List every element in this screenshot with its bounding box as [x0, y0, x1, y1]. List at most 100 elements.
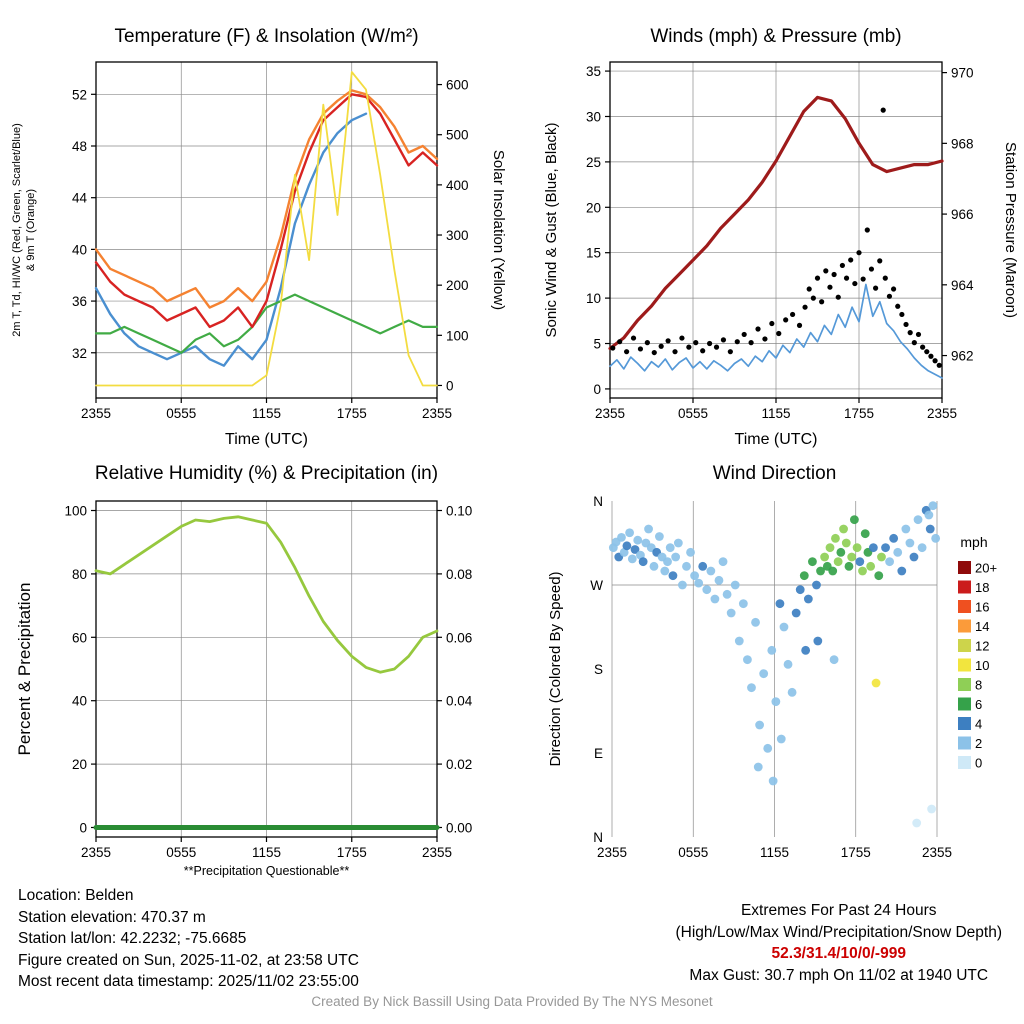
series-solar-insolation-yellow- — [95, 71, 438, 387]
x-axis-label: Time (UTC) — [735, 431, 818, 448]
y-left-axis-label: Percent & Precipitation — [15, 583, 34, 756]
series-dewpoint-green- — [94, 293, 439, 354]
series-sonic-wind-blue- — [609, 283, 943, 379]
charts-grid: 2355 0555 1155 1755 2355 32 36 40 44 48 52 0 100 200 3… — [11, 26, 1019, 878]
footer: Location: Belden Station elevation: 470.… — [0, 883, 1024, 993]
y-left-tick-label: 10 — [586, 291, 601, 306]
y-right-tick-label: 0.10 — [446, 504, 472, 519]
y-right-tick-label: 0.04 — [446, 694, 473, 709]
x-tick-label: 2355 — [81, 406, 111, 421]
x-tick-label: 2355 — [81, 845, 111, 860]
y-left-axis-label: 2m T, Td, HI/WC (Red, Green, Scarlet/Blu… — [11, 123, 23, 337]
colorbar-swatch — [958, 639, 971, 652]
station-location: Location: Belden — [18, 887, 134, 904]
extremes-subtitle: (High/Low/Max Wind/Precipitation/Snow De… — [675, 923, 1003, 941]
x-tick-label: 1755 — [337, 406, 367, 421]
y-right-tick-label: 0.02 — [446, 757, 472, 772]
x-tick-label: 1155 — [761, 406, 790, 421]
y-left-tick-label: 20 — [586, 200, 601, 215]
y-left-tick-label: 100 — [64, 504, 87, 519]
y-right-tick-label: 970 — [951, 66, 974, 81]
colorbar-label: 14 — [975, 619, 989, 634]
winds-pressure-plot-area: 2355 0555 1155 1755 2355 0 5 10 15 20 25 30 35 962 964… — [586, 61, 974, 421]
chart-title: Relative Humidity (%) & Precipitation (i… — [95, 463, 438, 484]
colorbar-label: 10 — [975, 658, 989, 673]
y-left-tick-label: 32 — [72, 346, 87, 361]
series-station-pressure-maroon- — [608, 95, 944, 351]
colorbar-swatch — [958, 717, 971, 730]
y-right-tick-label: 0.08 — [446, 567, 472, 582]
y-left-tick-label: 80 — [72, 567, 87, 582]
y-left-tick-label: 15 — [586, 246, 601, 261]
x-tick-label: 2355 — [922, 845, 952, 860]
colorbar-label: 16 — [975, 600, 989, 615]
y-right-tick-label: 966 — [951, 207, 974, 222]
x-tick-label: 0555 — [166, 845, 196, 860]
max-gust: Max Gust: 30.7 mph On 11/02 at 1940 UTC — [689, 966, 989, 984]
series-wind-direction-points — [608, 501, 941, 828]
extremes-values: 52.3/31.4/10/0/-999 — [771, 945, 906, 962]
extremes-info: Extremes For Past 24 Hours (High/Low/Max… — [676, 885, 1007, 986]
x-tick-label: 1155 — [760, 845, 789, 860]
colorbar-swatch — [958, 697, 971, 711]
x-tick-label: 0555 — [678, 845, 708, 860]
colorbar-swatch — [958, 619, 971, 633]
x-tick-label: 0555 — [678, 406, 708, 421]
y-right-tick-label: 0.00 — [446, 820, 472, 835]
figure-created: Figure created on Sun, 2025-11-02, at 23… — [18, 951, 359, 969]
y-left-tick-label: 0 — [79, 820, 87, 835]
x-tick-label: 0555 — [166, 406, 196, 421]
colorbar-swatch — [958, 658, 971, 672]
colorbar-swatch — [958, 600, 971, 613]
speed-colorbar: mph 20+ 18 16 14 12 10 8 6 4 2 0 — [958, 534, 997, 771]
y-left-tick-label: 35 — [586, 64, 601, 79]
colorbar-swatch — [958, 561, 971, 574]
extremes-title: Extremes For Past 24 Hours — [740, 902, 937, 919]
y-right-tick-label: 200 — [446, 278, 469, 293]
chart-title: Winds (mph) & Pressure (mb) — [650, 26, 901, 47]
x-tick-label: 2355 — [422, 845, 452, 860]
x-tick-label: 2355 — [595, 406, 625, 421]
y-right-tick-label: 500 — [446, 128, 469, 143]
chart-title: Temperature (F) & Insolation (W/m²) — [114, 26, 418, 47]
x-axis-label: Time (UTC) — [225, 431, 308, 448]
y-right-axis-label: Solar Insolation (Yellow) — [490, 150, 507, 310]
series-2m-temp-red- — [94, 93, 439, 329]
y-left-tick-label: 36 — [72, 294, 87, 309]
x-tick-label: 2355 — [597, 845, 627, 860]
temp-insolation-plot-area: 2355 0555 1155 1755 2355 32 36 40 44 48 52 0 100 200 3… — [72, 61, 469, 421]
y-left-tick-label: E — [594, 746, 603, 761]
x-tick-label: 1755 — [337, 845, 367, 860]
series-wind-chill-blue- — [94, 112, 368, 367]
y-right-tick-label: 0 — [446, 378, 454, 393]
y-left-tick-label: N — [593, 830, 603, 845]
precip-questionable-note: **Precipitation Questionable** — [184, 864, 350, 878]
station-elevation: Station elevation: 470.37 m — [18, 908, 206, 926]
colorbar-swatch — [958, 756, 971, 769]
y-left-tick-label: 25 — [586, 155, 601, 170]
y-left-tick-label: 20 — [72, 757, 87, 772]
y-right-tick-label: 968 — [951, 136, 974, 151]
colorbar-swatch — [958, 580, 971, 594]
x-tick-label: 1155 — [252, 845, 281, 860]
colorbar-label: 20+ — [975, 561, 997, 576]
x-tick-label: 1155 — [252, 406, 281, 421]
y-left-tick-label: 30 — [586, 109, 601, 124]
colorbar-label: 4 — [975, 717, 982, 732]
colorbar-label: 18 — [975, 580, 989, 595]
y-left-tick-label: 44 — [72, 191, 88, 206]
colorbar-title: mph — [960, 534, 987, 550]
y-left-tick-label: 5 — [593, 337, 601, 352]
series-9m-temp-orange- — [94, 89, 439, 309]
y-left-tick-label: 40 — [72, 242, 87, 257]
y-left-tick-label: 52 — [72, 87, 87, 102]
data-timestamp: Most recent data timestamp: 2025/11/02 2… — [18, 973, 359, 990]
y-left-axis-label: Direction (Colored By Speed) — [547, 571, 564, 766]
colorbar-label: 2 — [975, 736, 982, 751]
y-left-tick-label: 60 — [72, 630, 87, 645]
rh-precip-plot-area: 2355 0555 1155 1755 2355 0 20 40 60 80 100 0.00 0.02… — [64, 500, 473, 860]
colorbar-swatch — [958, 678, 971, 691]
y-right-axis-label: Station Pressure (Maroon) — [1002, 142, 1019, 318]
colorbar-label: 0 — [975, 756, 982, 771]
